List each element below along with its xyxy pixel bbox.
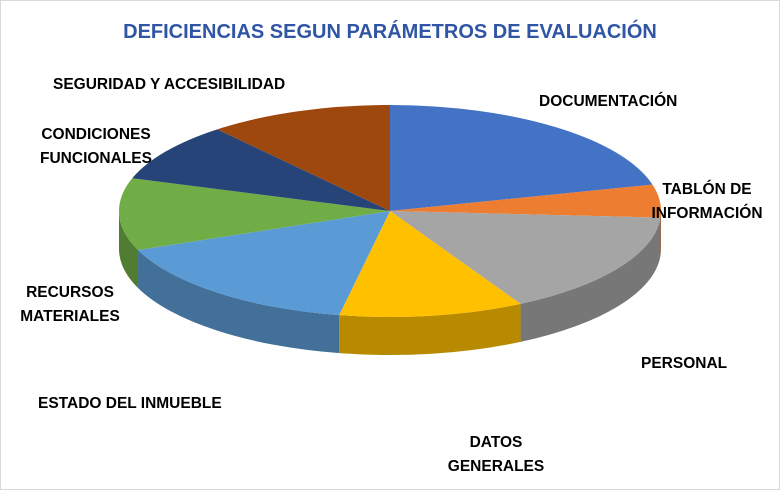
slice-condiciones-funcionales <box>132 129 391 211</box>
slice-estado-del-inmueble <box>138 211 390 316</box>
label-documentacion: DOCUMENTACIÓN <box>539 93 678 110</box>
chart-title: DEFICIENCIAS SEGUN PARÁMETROS DE EVALUAC… <box>123 21 657 43</box>
label-personal: PERSONAL <box>641 355 728 372</box>
pie-tops <box>119 105 661 317</box>
slice-side-estado-del-inmueble <box>138 250 340 354</box>
label-condiciones-funcionales: CONDICIONES FUNCIONALES <box>40 126 152 167</box>
slice-seguridad-y-accesibilidad <box>217 105 390 211</box>
label-tablon: TABLÓN DE INFORMACIÓN <box>651 181 763 222</box>
slice-side-datos-generales <box>339 303 521 355</box>
slice-side-personal <box>520 217 661 342</box>
slice-documentacion <box>390 105 653 211</box>
pie-sides <box>119 211 661 355</box>
label-datos-generales: DATOS GENERALES <box>447 434 545 475</box>
label-estado-inmueble: ESTADO DEL INMUEBLE <box>38 395 222 412</box>
slice-side-tablon-de-informacion <box>660 211 661 256</box>
slice-tablon-de-informacion <box>390 184 661 218</box>
slice-recursos-materiales <box>119 178 390 251</box>
label-seguridad: SEGURIDAD Y ACCESIBILIDAD <box>53 76 286 93</box>
label-recursos-materiales: RECURSOS MATERIALES <box>20 284 120 325</box>
slice-datos-generales <box>339 211 521 317</box>
slice-side-recursos-materiales <box>119 211 139 289</box>
slice-personal <box>390 211 661 304</box>
